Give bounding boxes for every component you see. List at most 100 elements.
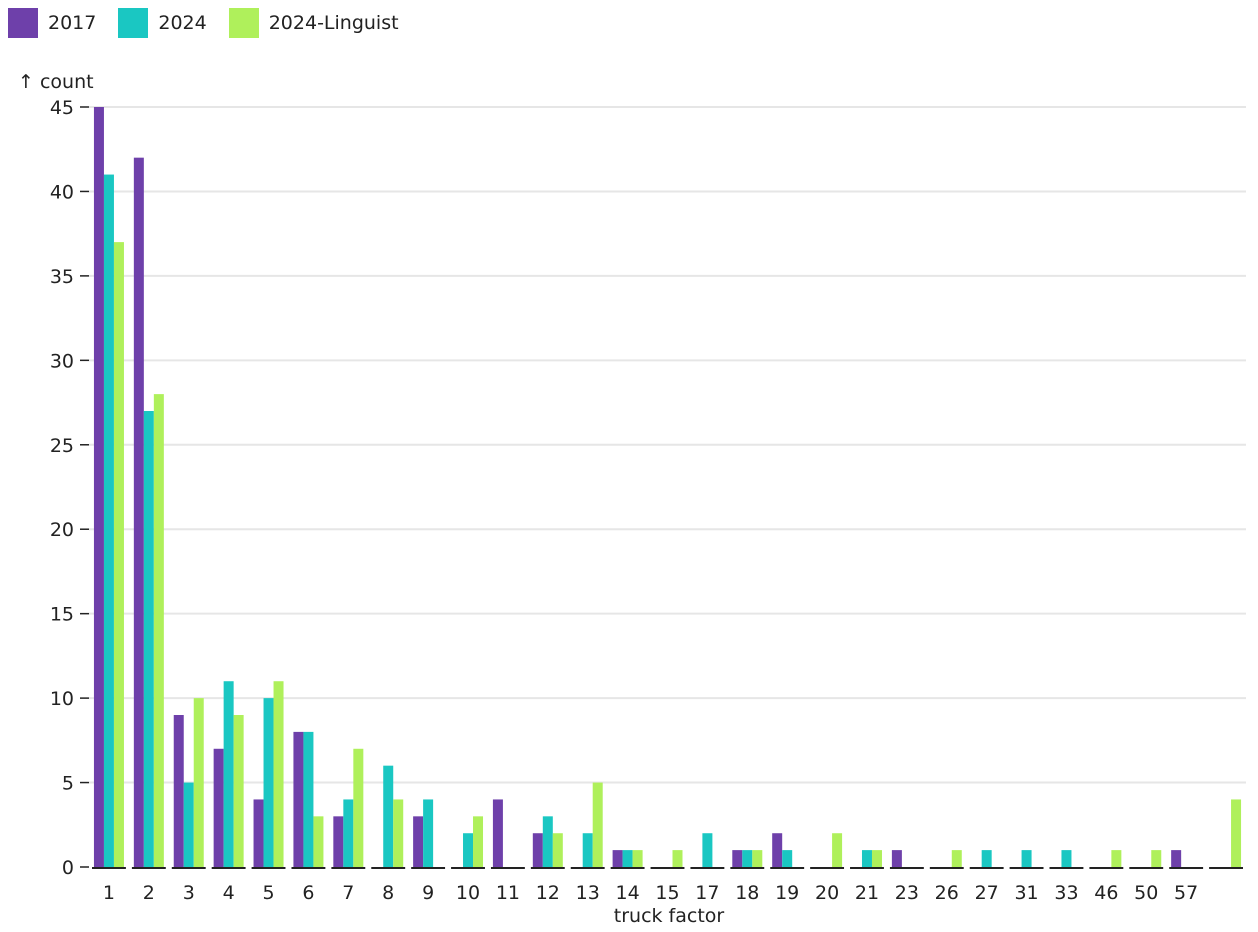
bar-2024-linguist-10 — [473, 816, 484, 867]
y-tick-label-25: 25 — [50, 435, 74, 457]
y-tick-label-40: 40 — [50, 181, 74, 203]
x-tick-label-50: 50 — [1134, 882, 1158, 904]
x-tick-label-8: 8 — [382, 882, 394, 904]
x-tick-label-2: 2 — [143, 882, 155, 904]
x-tick-label-1: 1 — [103, 882, 115, 904]
bar-2024-linguist-6 — [313, 816, 324, 867]
y-axis-label: ↑ count — [18, 71, 94, 93]
bar-2024-linguist-4 — [233, 715, 244, 867]
legend-label-2024: 2024 — [158, 12, 207, 34]
x-tick-label-21: 21 — [855, 882, 879, 904]
bar-2024-3 — [183, 782, 194, 867]
bar-2024-14 — [622, 850, 633, 867]
x-tick-label-19: 19 — [775, 882, 799, 904]
bar-2017-5 — [253, 799, 264, 867]
bar-2017-19 — [772, 833, 783, 867]
bar-2024-27 — [981, 850, 992, 867]
bar-2024-1 — [103, 174, 114, 868]
x-tick-label-15: 15 — [655, 882, 679, 904]
legend-swatch-2024-linguist — [228, 8, 259, 38]
legend-item-2017: 2017 — [8, 8, 96, 38]
x-tick-label-4: 4 — [223, 882, 235, 904]
bar-2024-linguist-15 — [672, 850, 683, 867]
bar-2024-10 — [463, 833, 474, 867]
x-tick-label-10: 10 — [456, 882, 480, 904]
bar-2017-23 — [891, 850, 902, 867]
bar-2017-4 — [213, 748, 224, 867]
x-axis-label: truck factor — [614, 905, 725, 927]
bar-2024-linguist-50 — [1151, 850, 1162, 867]
bar-2024-linguist-3 — [193, 698, 204, 867]
legend: 2017 2024 2024-Linguist — [8, 8, 399, 38]
bar-2024-linguist-1 — [113, 242, 124, 868]
bar-2024-12 — [542, 816, 553, 867]
x-axis: 1 2 3 4 5 6 7 8 9 10 11 12 13 14 15 17 18 19 20 21 23 26 27 31 3… — [103, 882, 1198, 904]
y-tick-label-35: 35 — [50, 266, 74, 288]
bar-2024-linguist-13 — [592, 782, 603, 867]
bar-2024-linguist-7 — [353, 748, 364, 867]
legend-swatch-2024 — [118, 8, 149, 38]
bar-2024-31 — [1021, 850, 1032, 867]
x-tick-label-20: 20 — [815, 882, 839, 904]
bar-2024-linguist-26 — [951, 850, 962, 867]
y-tick-label-5: 5 — [62, 773, 74, 795]
bar-2024-9 — [423, 799, 434, 867]
x-tick-label-5: 5 — [262, 882, 274, 904]
x-tick-label-17: 17 — [695, 882, 719, 904]
gridlines — [89, 106, 1246, 784]
y-axis: 0 5 10 15 20 25 30 35 40 45 — [50, 97, 89, 879]
bar-2024-linguist-5 — [273, 681, 284, 867]
bar-2017-11 — [492, 799, 503, 867]
y-tick-label-10: 10 — [50, 688, 74, 710]
bar-2024-linguist-46 — [1111, 850, 1122, 867]
bar-2017-6 — [293, 731, 304, 867]
bars — [93, 107, 1242, 868]
bar-2024-33 — [1061, 850, 1072, 867]
bar-2024-5 — [263, 698, 274, 867]
bar-2024-18 — [742, 850, 753, 867]
bar-2024-linguist-12 — [552, 833, 563, 867]
bar-2017-57 — [1171, 850, 1182, 867]
bar-2024-linguist-14 — [632, 850, 643, 867]
bar-2024-19 — [782, 850, 793, 867]
x-tick-label-14: 14 — [616, 882, 640, 904]
bar-2017-18 — [732, 850, 743, 867]
legend-label-2017: 2017 — [48, 12, 97, 34]
x-tick-label-9: 9 — [422, 882, 434, 904]
bar-2024-6 — [303, 731, 314, 867]
bar-2024-linguist-21 — [871, 850, 882, 867]
x-tick-label-31: 31 — [1014, 882, 1038, 904]
x-tick-label-11: 11 — [496, 882, 520, 904]
bar-2024-linguist-2 — [153, 394, 164, 867]
x-tick-label-27: 27 — [975, 882, 999, 904]
bar-2017-9 — [413, 816, 424, 867]
x-tick-label-12: 12 — [536, 882, 560, 904]
x-tick-label-3: 3 — [183, 882, 195, 904]
x-tick-label-46: 46 — [1094, 882, 1118, 904]
bar-2017-7 — [333, 816, 344, 867]
bar-2024-13 — [582, 833, 593, 867]
bar-2024-linguist-8 — [393, 799, 404, 867]
x-tick-label-23: 23 — [895, 882, 919, 904]
legend-label-2024-linguist: 2024-Linguist — [268, 12, 399, 34]
bar-2024-linguist-18 — [752, 850, 763, 867]
x-tick-label-13: 13 — [576, 882, 600, 904]
x-tick-label-7: 7 — [342, 882, 354, 904]
bar-2017-1 — [93, 107, 104, 867]
y-tick-label-45: 45 — [50, 97, 74, 119]
bar-2017-2 — [133, 157, 144, 867]
bar-2017-3 — [173, 715, 184, 867]
legend-item-2024-linguist: 2024-Linguist — [228, 8, 399, 38]
y-tick-label-15: 15 — [50, 604, 74, 626]
legend-item-2024: 2024 — [118, 8, 207, 38]
bar-2024-7 — [343, 799, 354, 867]
x-tick-label-26: 26 — [935, 882, 959, 904]
bar-2024-17 — [702, 833, 713, 867]
bar-2024-linguist-blank — [1231, 799, 1242, 867]
x-tick-label-33: 33 — [1054, 882, 1078, 904]
bar-2024-8 — [383, 765, 394, 867]
y-tick-label-30: 30 — [50, 350, 74, 372]
bar-2024-21 — [861, 850, 872, 867]
x-tick-label-57: 57 — [1174, 882, 1198, 904]
